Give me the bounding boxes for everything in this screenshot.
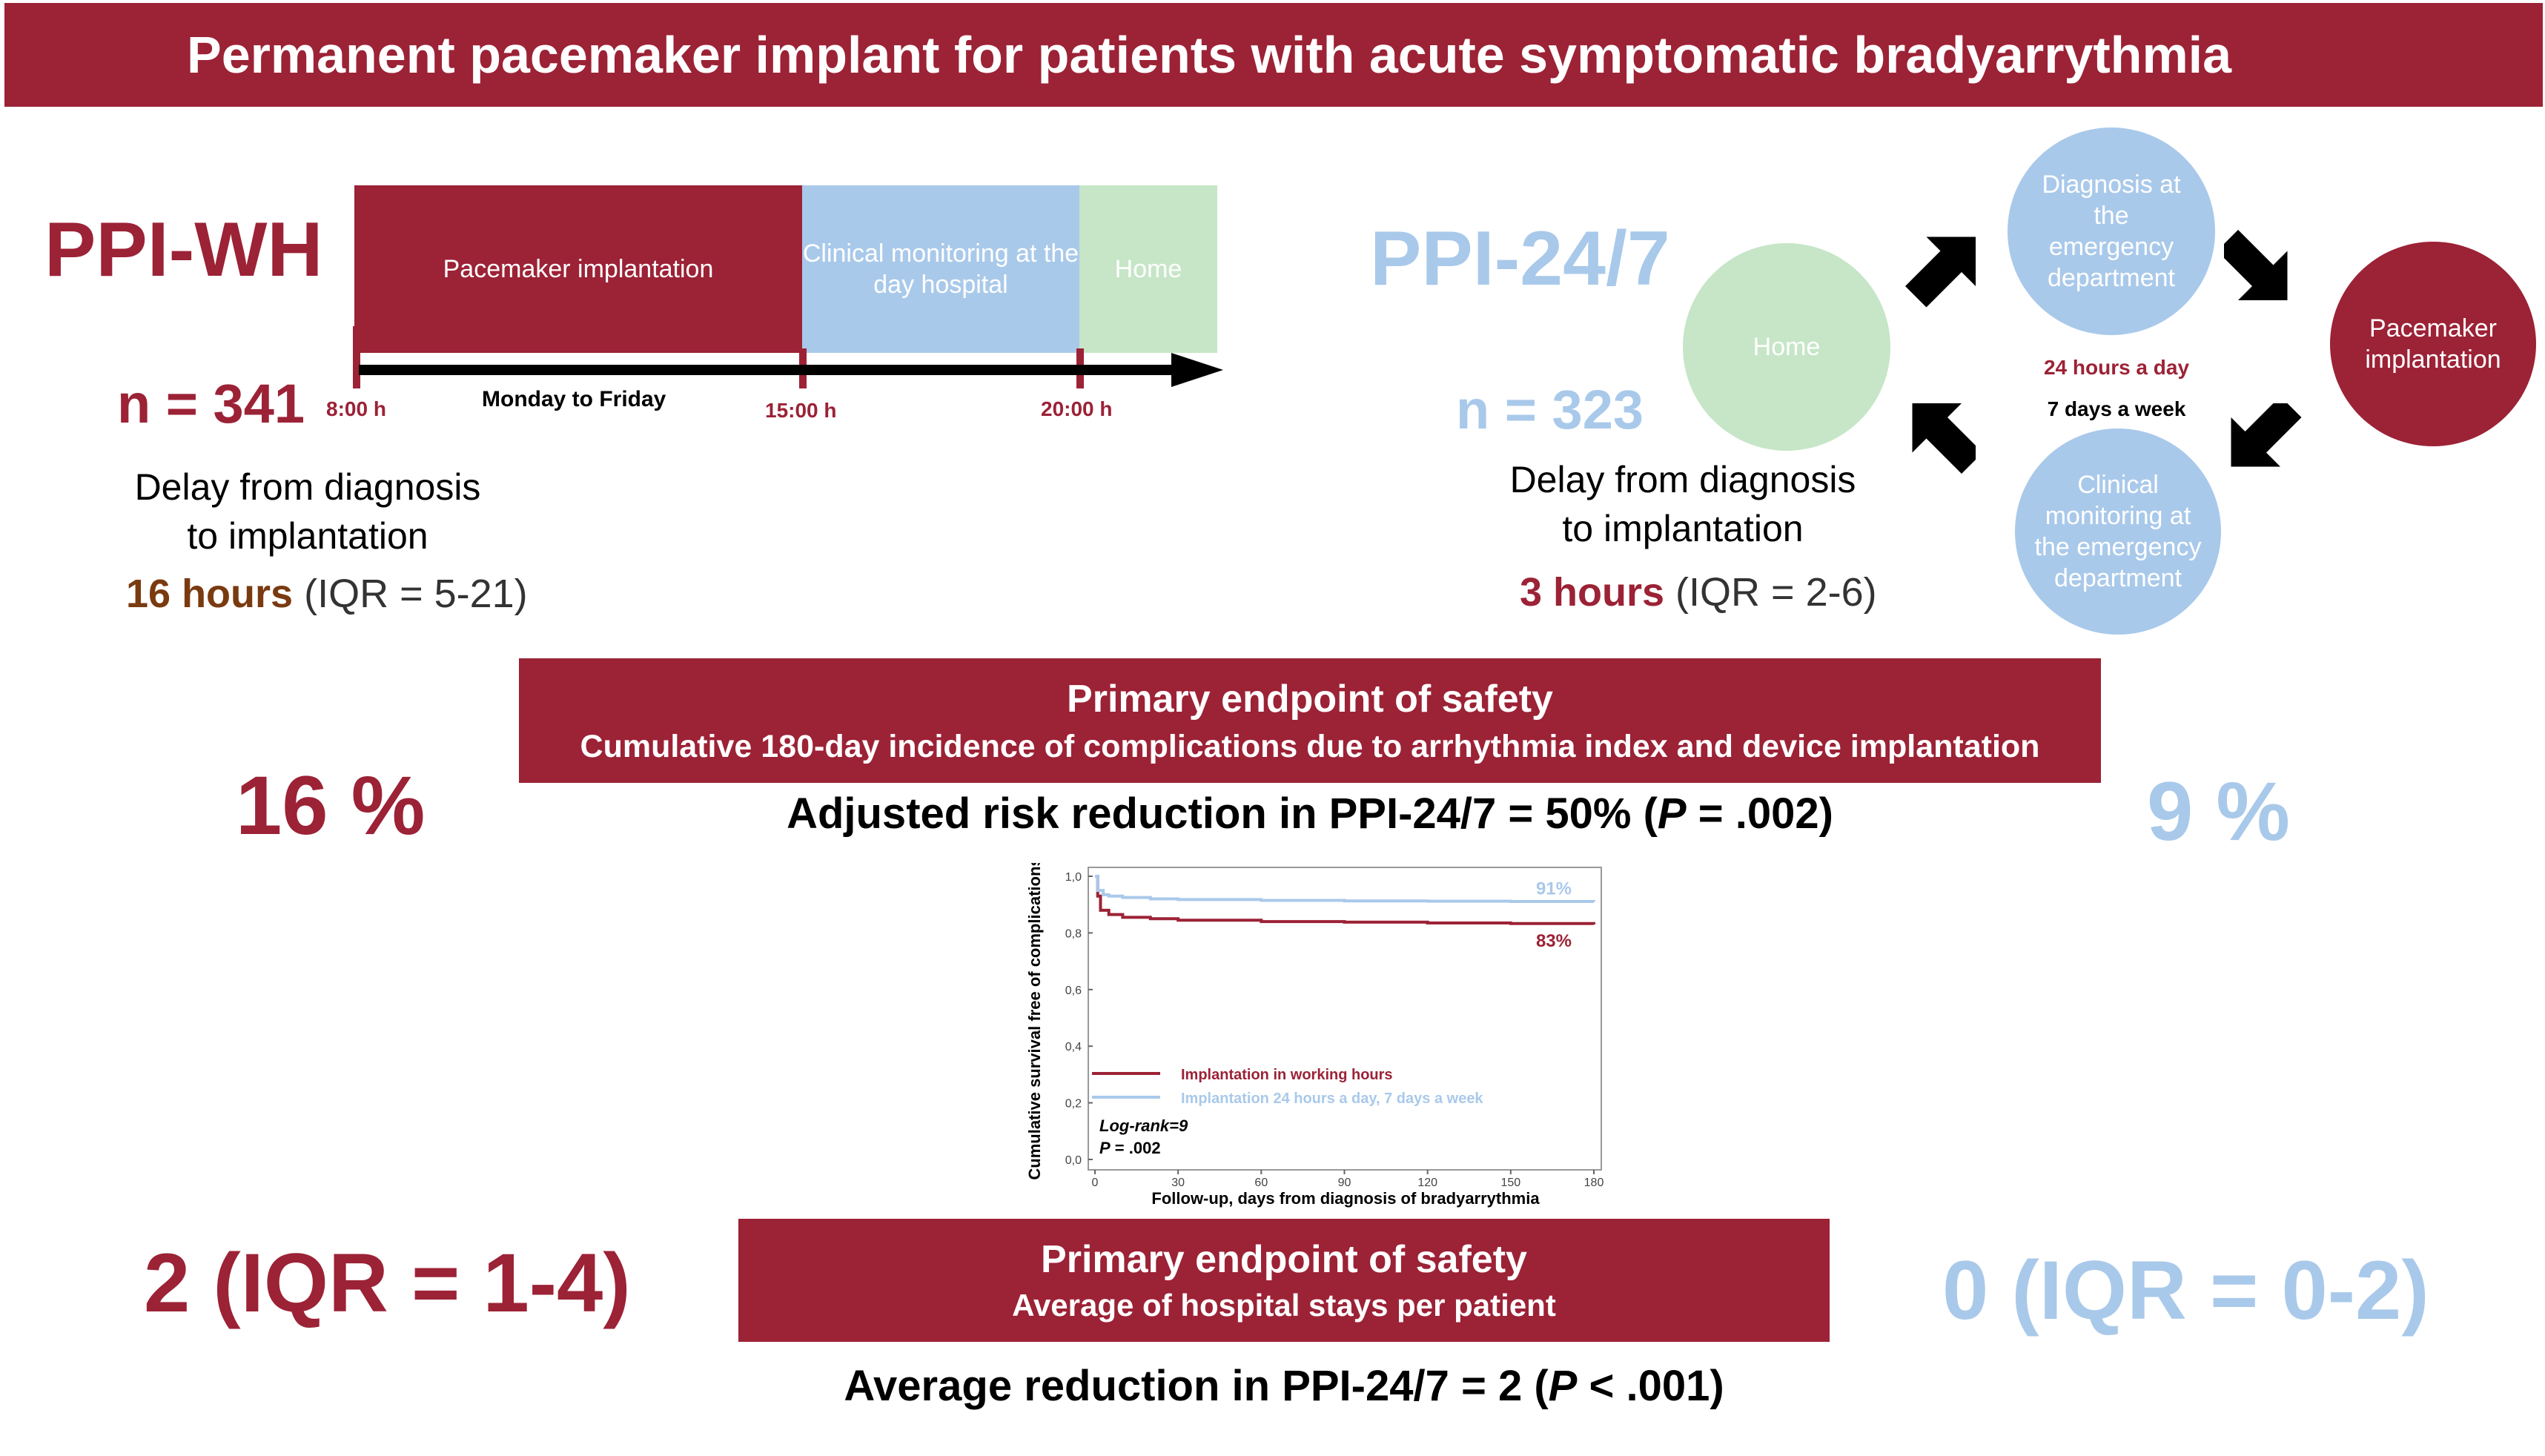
wh-delay-hours: 16 hours (126, 572, 294, 616)
km-xtick-label: 180 (1584, 1177, 1604, 1189)
cycle-monitoring: Clinical monitoring at the emergency dep… (2015, 428, 2221, 635)
km-xtick-label: 90 (1338, 1177, 1351, 1189)
cycle-hours-label: 24 hours a day (2043, 356, 2190, 379)
km-ytick-label: 0,0 (1065, 1154, 1082, 1167)
wh-delay-iqr: (IQR = 5-21) (293, 572, 528, 616)
endpoint2-summary-post: < .001) (1577, 1362, 1724, 1410)
km-series-line-0 (1095, 875, 1595, 925)
wh-delay-line2: to implantation (187, 515, 428, 557)
km-xtick-label: 60 (1254, 1177, 1268, 1189)
wh-time-mid: 15:00 h (765, 399, 837, 422)
km-end-label-1: 91% (1536, 878, 1572, 899)
wh-time-end: 20:00 h (1041, 397, 1113, 420)
wh-title: PPI-WH (44, 207, 323, 293)
endpoint1-wh-value: 16 % (236, 759, 426, 852)
wh-delay-text: Delay from diagnosis to implantation (74, 463, 541, 560)
wh-phase-monitoring: Clinical monitoring at the day hospital (802, 185, 1079, 353)
km-legend-wh: Implantation in working hours (1181, 1067, 1393, 1083)
endpoint2-h247-value: 0 (IQR = 0-2) (1942, 1244, 2429, 1337)
km-xtick-label: 120 (1417, 1177, 1437, 1189)
km-annotation-logrank: Log-rank=9 (1099, 1116, 1188, 1135)
cycle-diagnosis: Diagnosis at the emergency department (2008, 128, 2215, 335)
h247-delay-text: Delay from diagnosis to implantation (1446, 455, 1920, 553)
wh-phase-home: Home (1079, 185, 1217, 353)
h247-n: n = 323 (1456, 379, 1644, 440)
endpoint2-box: Primary endpoint of safety Average of ho… (738, 1219, 1830, 1342)
km-chart: 0,0 0,2 0,4 0,6 0,8 1,0 0 30 60 90 120 150 180 83% 9… (1025, 863, 1604, 1208)
km-ytick-label: 0,4 (1065, 1041, 1082, 1053)
endpoint1-subtitle: Cumulative 180-day incidence of complica… (580, 728, 2040, 764)
km-xtick-label: 0 (1092, 1177, 1099, 1189)
endpoint2-summary-pre: Average reduction in PPI-24/7 = 2 ( (844, 1362, 1549, 1410)
km-ytick-label: 0,2 (1065, 1098, 1082, 1111)
h247-delay-hours: 3 hours (1520, 570, 1665, 615)
wh-days-label: Monday to Friday (482, 387, 666, 411)
wh-n: n = 341 (117, 373, 305, 434)
endpoint2-summary: Average reduction in PPI-24/7 = 2 (P < .… (738, 1361, 1830, 1411)
h247-delay-iqr: (IQR = 2-6) (1664, 570, 1877, 615)
h247-delay-line1: Delay from diagnosis (1509, 459, 1856, 500)
endpoint1-h247-value: 9 % (2147, 765, 2290, 858)
endpoint1-summary-post: = .002) (1686, 790, 1833, 838)
endpoint1-summary: Adjusted risk reduction in PPI-24/7 = 50… (519, 789, 2101, 838)
endpoint1-title: Primary endpoint of safety (1067, 677, 1553, 721)
endpoint1-box: Primary endpoint of safety Cumulative 18… (519, 658, 2101, 783)
endpoint2-wh-value: 2 (IQR = 1-4) (144, 1237, 631, 1329)
endpoint2-subtitle: Average of hospital stays per patient (1012, 1288, 1556, 1323)
cycle-arrow-down-left-icon (2231, 403, 2302, 467)
cycle-days-label: 7 days a week (2047, 397, 2186, 420)
cycle-arrow-up-right-icon (1905, 236, 1976, 308)
endpoint1-summary-pre: Adjusted risk reduction in PPI-24/7 = 50… (787, 790, 1658, 838)
wh-timeline-arrow (353, 326, 1223, 388)
endpoint2-title: Primary endpoint of safety (1041, 1238, 1527, 1281)
page-title: Permanent pacemaker implant for patients… (187, 26, 2232, 84)
km-series-line-1 (1095, 875, 1595, 903)
wh-time-start: 8:00 h (326, 397, 386, 420)
km-annotation-p: P = .002 (1099, 1139, 1161, 1157)
cycle-arrow-up-left-icon (1912, 403, 1976, 474)
km-xtick-label: 150 (1500, 1177, 1520, 1189)
h247-delay-value: 3 hours (IQR = 2-6) (1520, 569, 1877, 615)
km-annotation-p-letter: P (1099, 1139, 1111, 1157)
km-ytick-label: 0,8 (1065, 927, 1082, 940)
km-xtick-label: 30 (1171, 1177, 1185, 1189)
h247-delay-line2: to implantation (1562, 508, 1804, 549)
km-xlabel: Follow-up, days from diagnosis of bradya… (1151, 1189, 1540, 1208)
km-ytick-label: 1,0 (1065, 871, 1082, 884)
endpoint1-summary-p: P (1657, 790, 1687, 838)
h247-title: PPI-24/7 (1370, 216, 1670, 302)
title-bar: Permanent pacemaker implant for patients… (4, 3, 2543, 107)
km-legend-247: Implantation 24 hours a day, 7 days a we… (1181, 1091, 1483, 1107)
cycle-arrow-down-right-icon (2224, 230, 2288, 300)
km-annotation-p-value: = .002 (1111, 1139, 1161, 1157)
km-ylabel: Cumulative survival free of complication… (1025, 863, 1044, 1180)
km-end-label-0: 83% (1536, 931, 1572, 951)
wh-phase-implant: Pacemaker implantation (354, 185, 802, 353)
wh-delay-value: 16 hours (IQR = 5-21) (126, 571, 528, 617)
cycle-home: Home (1683, 243, 1890, 451)
km-ytick-label: 0,6 (1065, 985, 1082, 997)
endpoint2-summary-p: P (1548, 1362, 1578, 1410)
wh-delay-line1: Delay from diagnosis (134, 466, 481, 508)
cycle-implantation: Pacemaker implantation (2330, 242, 2536, 446)
